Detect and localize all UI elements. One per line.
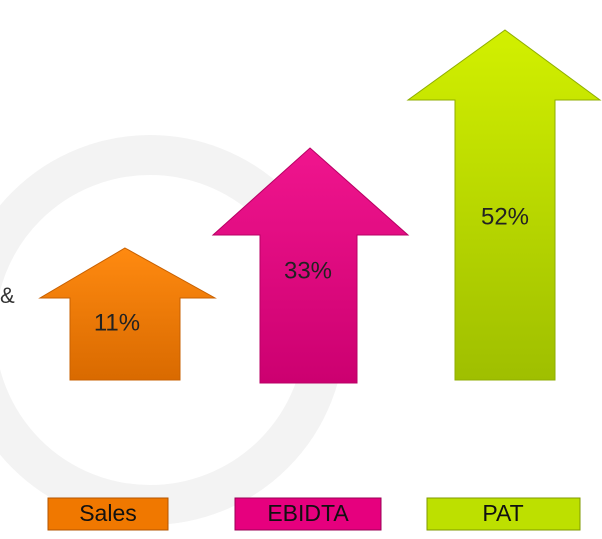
pat-legend: PAT	[482, 500, 523, 526]
sales-legend-box	[47, 497, 169, 531]
cut-text: &	[0, 283, 15, 308]
pat-arrow	[406, 29, 602, 381]
sales-value: 11%	[94, 309, 140, 336]
pat-value: 52%	[481, 203, 529, 230]
ebidta-value: 33%	[284, 257, 332, 284]
pat-legend-box	[426, 497, 581, 531]
sales-legend: Sales	[79, 500, 137, 526]
ebidta-legend: EBIDTA	[267, 500, 349, 526]
ebidta-legend-box	[234, 497, 382, 531]
sales-arrow	[38, 247, 217, 381]
ebidta-arrow	[211, 147, 410, 384]
